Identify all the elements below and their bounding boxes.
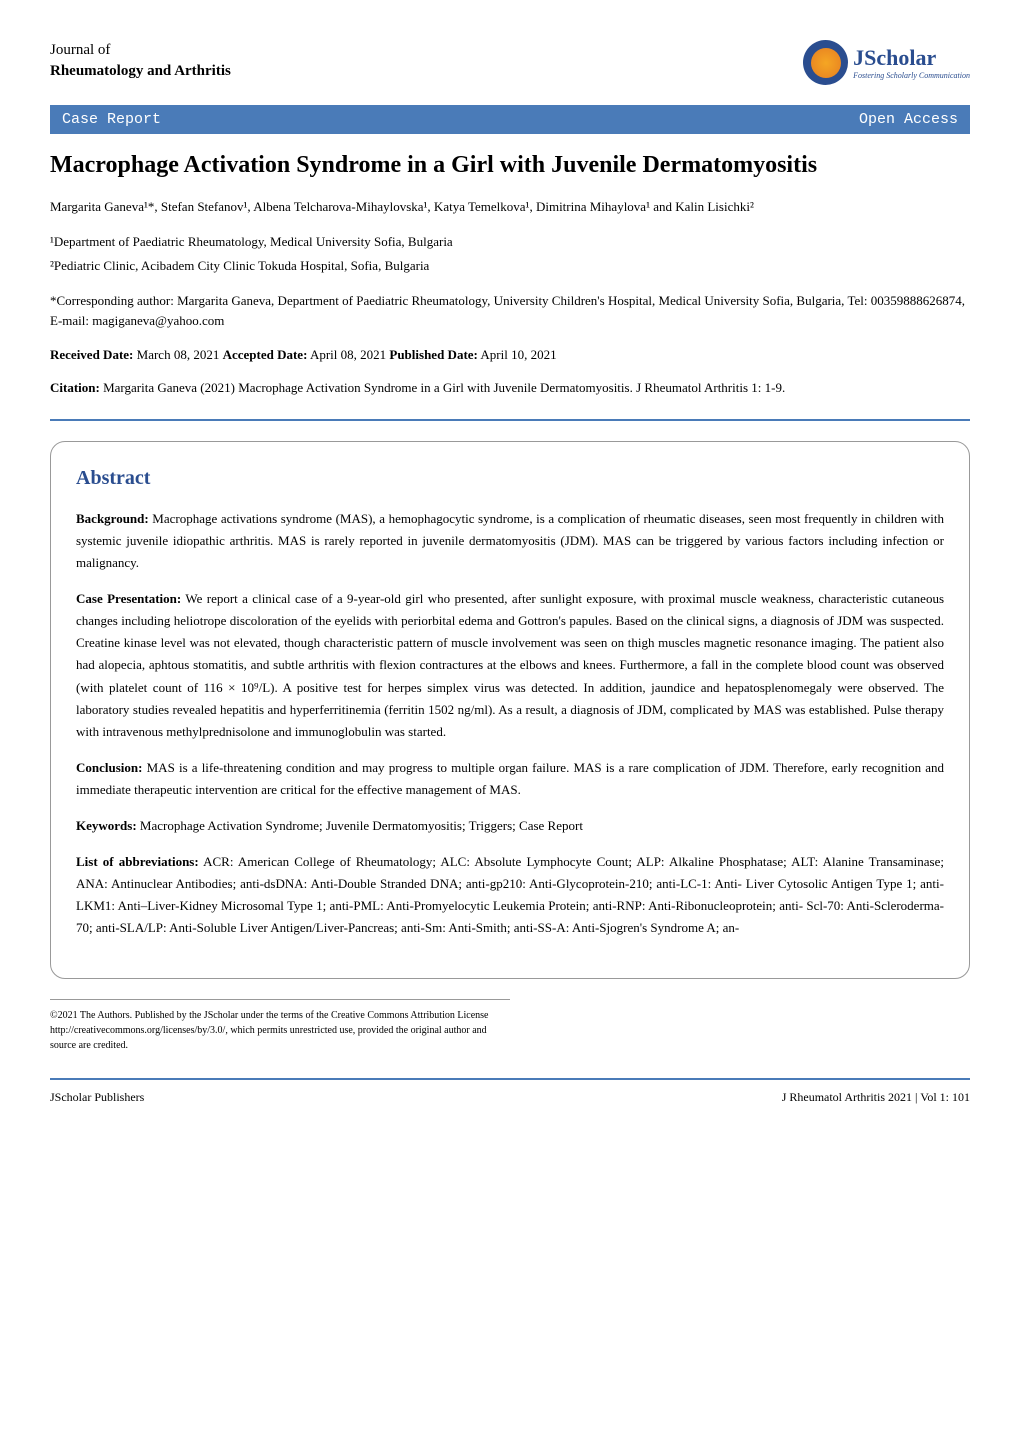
journal-subtitle: Rheumatology and Arthritis	[50, 61, 231, 82]
abstract-box: Abstract Background: Macrophage activati…	[50, 441, 970, 980]
journal-info: Journal of Rheumatology and Arthritis	[50, 40, 231, 82]
received-label: Received Date:	[50, 347, 133, 362]
abstract-abbreviations: List of abbreviations: ACR: American Col…	[76, 851, 944, 939]
citation-text: Margarita Ganeva (2021) Macrophage Activ…	[100, 380, 785, 395]
affiliation-2: ²Pediatric Clinic, Acibadem City Clinic …	[50, 256, 970, 276]
conclusion-label: Conclusion:	[76, 760, 142, 775]
abstract-heading: Abstract	[76, 467, 944, 490]
abstract-background: Background: Macrophage activations syndr…	[76, 508, 944, 574]
background-label: Background:	[76, 511, 149, 526]
logo-icon	[803, 40, 848, 85]
article-type-banner: Case Report Open Access	[50, 105, 970, 134]
abstract-case: Case Presentation: We report a clinical …	[76, 588, 944, 743]
article-type: Case Report	[62, 111, 161, 128]
copyright-notice: ©2021 The Authors. Published by the JSch…	[50, 999, 510, 1053]
citation-label: Citation:	[50, 380, 100, 395]
header-row: Journal of Rheumatology and Arthritis JS…	[50, 40, 970, 85]
article-title: Macrophage Activation Syndrome in a Girl…	[50, 152, 970, 179]
page-footer: JScholar Publishers J Rheumatol Arthriti…	[50, 1078, 970, 1105]
section-divider	[50, 419, 970, 421]
conclusion-text: MAS is a life-threatening condition and …	[76, 760, 944, 797]
abstract-conclusion: Conclusion: MAS is a life-threatening co…	[76, 757, 944, 801]
case-label: Case Presentation:	[76, 591, 181, 606]
journal-name: Journal of	[50, 40, 231, 61]
received-date: March 08, 2021	[133, 347, 222, 362]
accepted-label: Accepted Date:	[223, 347, 308, 362]
published-date: April 10, 2021	[478, 347, 557, 362]
access-type: Open Access	[859, 111, 958, 128]
logo-text: JScholar	[853, 45, 970, 71]
publication-dates: Received Date: March 08, 2021 Accepted D…	[50, 347, 970, 363]
citation: Citation: Margarita Ganeva (2021) Macrop…	[50, 378, 970, 399]
published-label: Published Date:	[389, 347, 477, 362]
background-text: Macrophage activations syndrome (MAS), a…	[76, 511, 944, 570]
authors-list: Margarita Ganeva¹*, Stefan Stefanov¹, Al…	[50, 197, 970, 217]
abbreviations-label: List of abbreviations:	[76, 854, 199, 869]
accepted-date: April 08, 2021	[307, 347, 389, 362]
corresponding-author: *Corresponding author: Margarita Ganeva,…	[50, 291, 970, 333]
footer-citation: J Rheumatol Arthritis 2021 | Vol 1: 101	[782, 1090, 970, 1105]
corresponding-label: *Corresponding author:	[50, 293, 174, 308]
footer-publisher: JScholar Publishers	[50, 1090, 144, 1105]
publisher-logo: JScholar Fostering Scholarly Communicati…	[803, 40, 970, 85]
corresponding-text: Margarita Ganeva, Department of Paediatr…	[50, 293, 965, 329]
keywords-text: Macrophage Activation Syndrome; Juvenile…	[137, 818, 583, 833]
keywords-label: Keywords:	[76, 818, 137, 833]
logo-tagline: Fostering Scholarly Communication	[853, 71, 970, 80]
abstract-keywords: Keywords: Macrophage Activation Syndrome…	[76, 815, 944, 837]
affiliation-1: ¹Department of Paediatric Rheumatology, …	[50, 232, 970, 252]
case-text: We report a clinical case of a 9-year-ol…	[76, 591, 944, 739]
abbreviations-text: ACR: American College of Rheumatology; A…	[76, 854, 944, 935]
logo-text-block: JScholar Fostering Scholarly Communicati…	[853, 45, 970, 80]
